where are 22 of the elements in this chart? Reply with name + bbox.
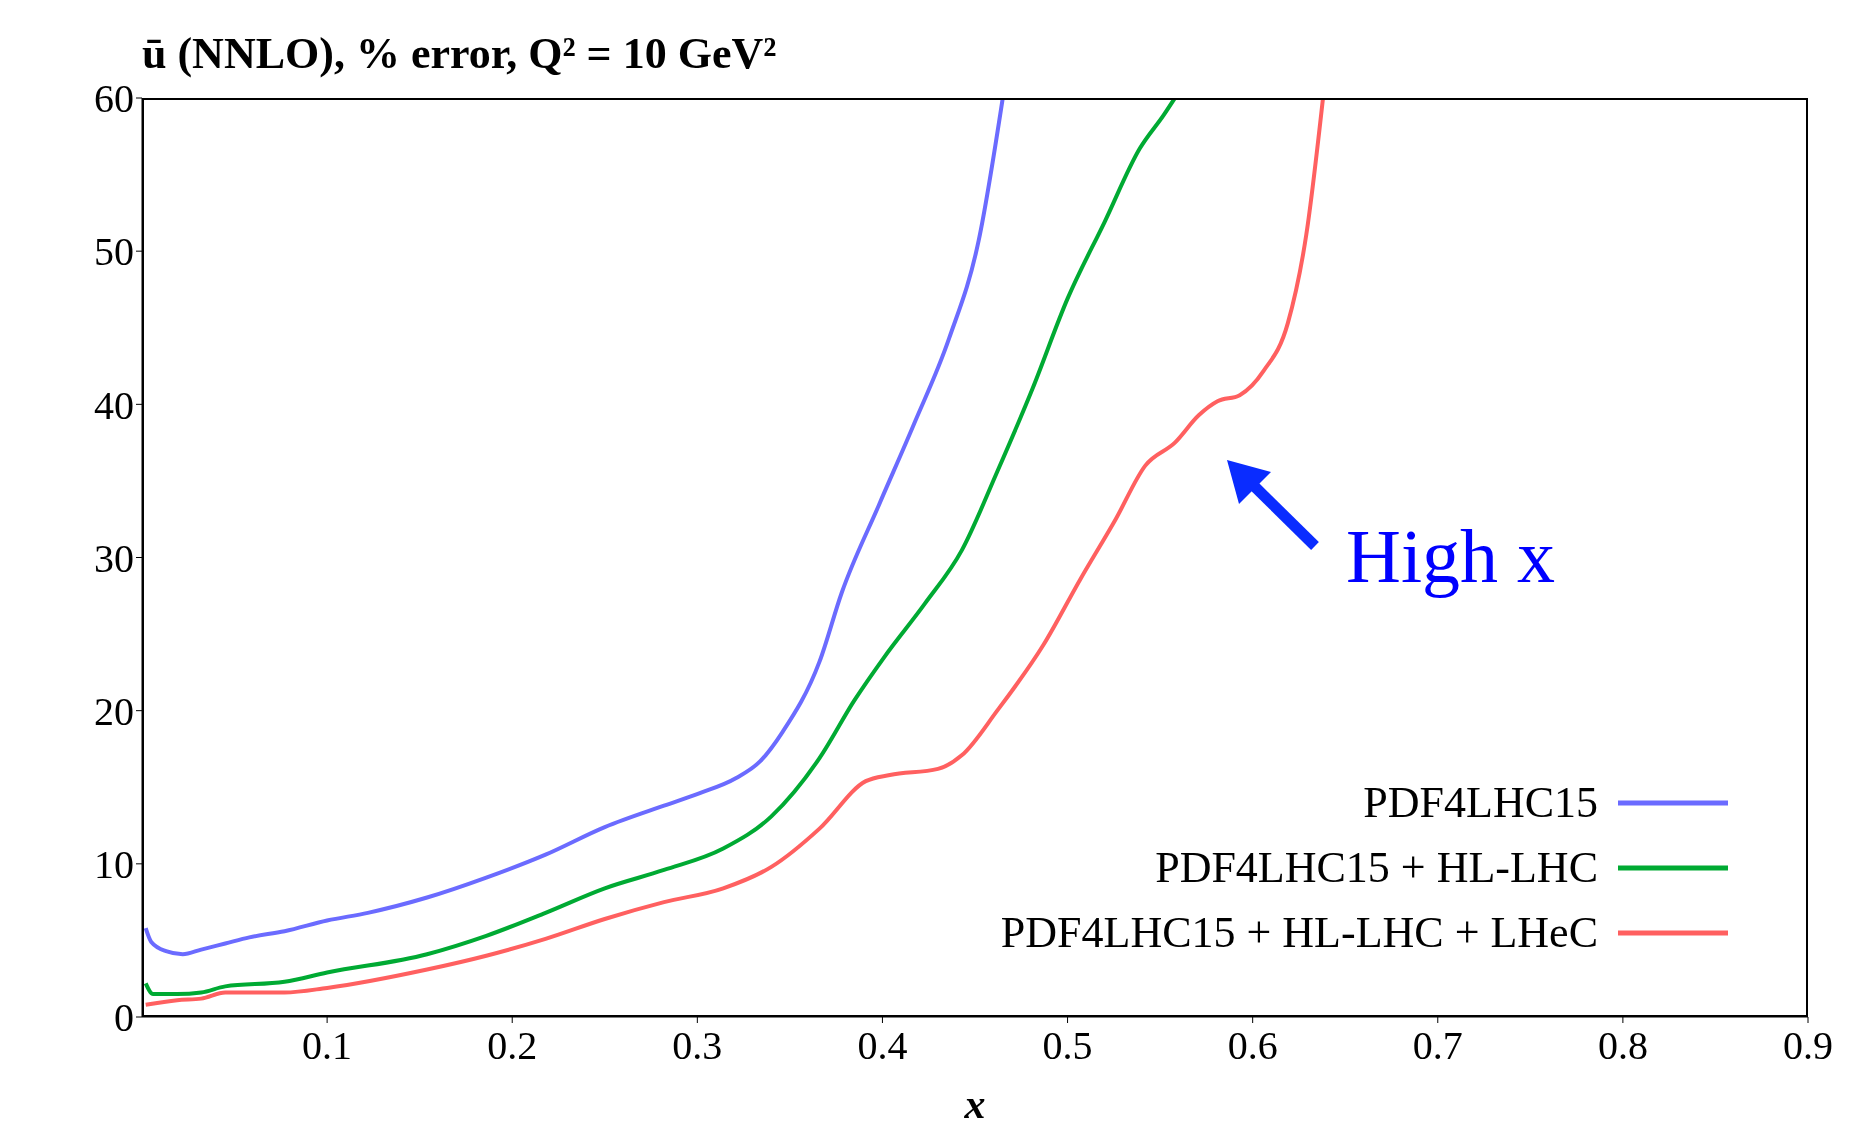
x-tick-label: 0.9 [1783, 1023, 1833, 1069]
legend-label: PDF4LHC15 + HL-LHC [1155, 842, 1598, 893]
x-tick-label: 0.7 [1412, 1023, 1463, 1069]
y-tick-label: 20 [94, 688, 134, 734]
x-tick-label: 0.5 [1042, 1023, 1093, 1069]
x-tick-label: 0.2 [487, 1023, 538, 1069]
x-tick-label: 0.3 [672, 1023, 723, 1069]
x-tick-label: 0.6 [1227, 1023, 1278, 1069]
y-tick-label: 40 [94, 382, 134, 428]
x-axis-title: x [963, 1081, 986, 1127]
y-tick-label: 10 [94, 842, 134, 888]
y-tick-label: 60 [94, 76, 134, 122]
x-tick-label: 0.1 [302, 1023, 353, 1069]
chart-title: ū (NNLO), % error, Q² = 10 GeV² [142, 28, 777, 79]
annotation: High x [1346, 514, 1555, 598]
legend-label: PDF4LHC15 [1363, 777, 1598, 828]
y-tick-label: 50 [94, 229, 134, 275]
y-tick-label: 0 [114, 995, 134, 1041]
y-tick-label: 30 [94, 535, 134, 581]
x-tick-label: 0.8 [1597, 1023, 1648, 1069]
legend-label: PDF4LHC15 + HL-LHC + LHeC [1000, 907, 1598, 958]
x-tick-label: 0.4 [857, 1023, 908, 1069]
